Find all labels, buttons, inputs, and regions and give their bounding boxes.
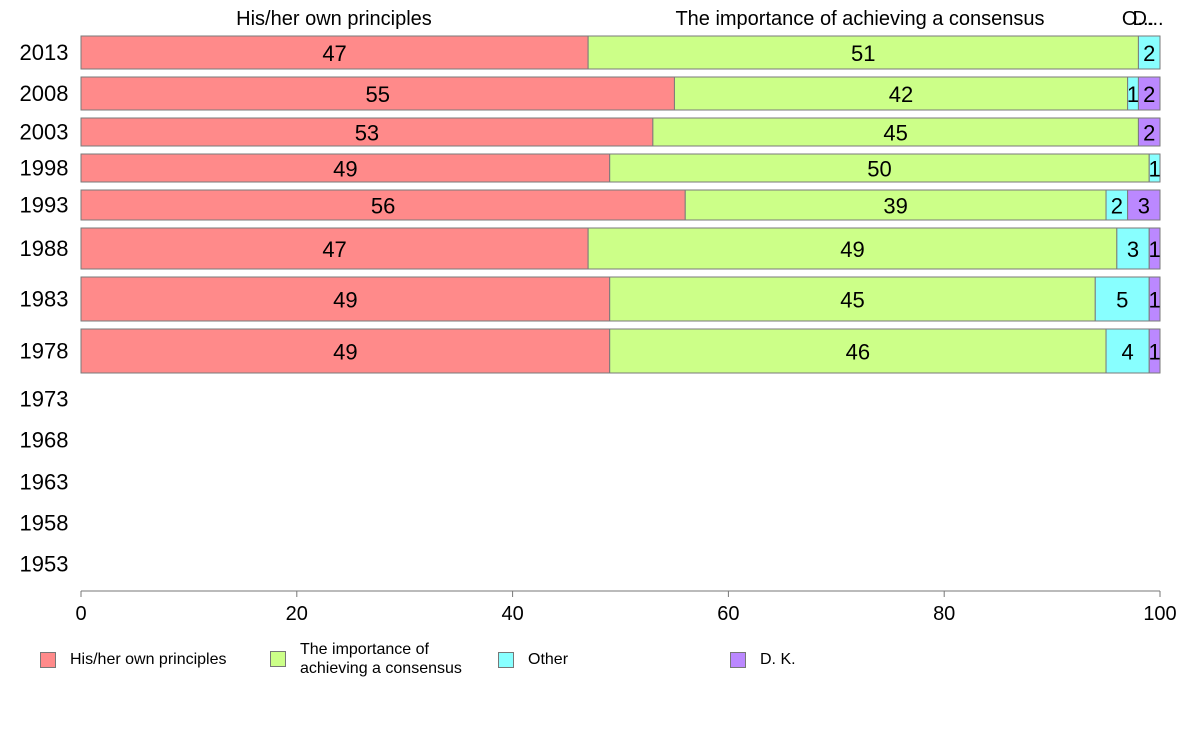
legend-swatch (498, 651, 514, 668)
bar-segment (1137, 117, 1161, 147)
legend-swatch (270, 651, 286, 667)
category-label: 1978 (20, 339, 69, 364)
bar-segment (80, 153, 611, 183)
bar-segment (80, 117, 654, 147)
data-label: 46 (846, 340, 870, 365)
bar-segment (1148, 153, 1161, 183)
bar-segment (1127, 189, 1161, 221)
data-label: 1 (1148, 340, 1160, 365)
legend-label: His/her own principles (70, 651, 227, 668)
data-label: 49 (333, 157, 357, 182)
category-label: 1973 (20, 387, 69, 412)
bar-segment (1137, 76, 1161, 111)
bar-segment (684, 189, 1107, 221)
bar-segment (1137, 35, 1161, 70)
category-label: 1953 (20, 552, 69, 577)
data-label: 2 (1143, 41, 1155, 66)
legend-item: The importance of achieving a consensus (270, 640, 462, 678)
data-label: 2 (1111, 194, 1123, 219)
data-label: 1 (1148, 237, 1160, 262)
x-tick-label: 0 (75, 603, 86, 620)
bar-segment (80, 76, 675, 111)
x-tick-label: 20 (286, 603, 308, 620)
x-tick-label: 100 (1143, 603, 1176, 620)
data-label: 50 (867, 157, 891, 182)
header-label: D... (1132, 8, 1163, 30)
legend-item: D. K. (730, 650, 796, 669)
data-label: 53 (355, 121, 379, 146)
bar-segment (609, 153, 1150, 183)
x-tick-label: 40 (501, 603, 523, 620)
bar-segment (1094, 276, 1150, 322)
bar-segment (1148, 328, 1161, 374)
data-label: 42 (889, 82, 913, 107)
data-label: 3 (1127, 237, 1139, 262)
data-label: 5 (1116, 288, 1128, 313)
data-label: 56 (371, 194, 395, 219)
bar-segment (609, 328, 1107, 374)
header-label: His/her own principles (236, 8, 432, 30)
data-label: 1 (1127, 82, 1139, 107)
category-label: 1983 (20, 287, 69, 312)
header-label: The importance of achieving a consensus (675, 8, 1044, 30)
data-label: 47 (322, 237, 346, 262)
category-label: 2013 (20, 40, 69, 65)
bar-segment (673, 76, 1129, 111)
category-label: 2003 (20, 120, 69, 145)
data-label: 39 (883, 194, 907, 219)
legend-item: Other (498, 650, 568, 669)
data-label: 1 (1148, 288, 1160, 313)
data-label: 55 (365, 82, 389, 107)
category-label: 2008 (20, 81, 69, 106)
data-label: 49 (333, 288, 357, 313)
bar-segment (1105, 328, 1150, 374)
data-label: 1 (1148, 157, 1160, 182)
bar-segment (1148, 227, 1161, 270)
legend-swatch (730, 651, 746, 668)
data-label: 49 (840, 237, 864, 262)
category-label: 1998 (20, 156, 69, 181)
stacked-bar-chart: His/her own principles The importance of … (20, 8, 1177, 620)
bar-segment (80, 276, 611, 322)
category-label: 1958 (20, 511, 69, 536)
data-label: 45 (840, 288, 864, 313)
bar-segment (1148, 276, 1161, 322)
data-label: 2 (1143, 121, 1155, 146)
category-label: 1988 (20, 236, 69, 261)
x-tick-label: 80 (933, 603, 955, 620)
bar-segment (587, 35, 1139, 70)
data-label: 3 (1138, 194, 1150, 219)
data-label: 2 (1143, 82, 1155, 107)
data-label: 4 (1122, 340, 1134, 365)
data-label: 45 (883, 121, 907, 146)
legend-label: The importance of achieving a consensus (300, 641, 462, 677)
legend-swatch (40, 651, 56, 668)
legend-label: D. K. (760, 651, 796, 668)
x-tick-label: 60 (717, 603, 739, 620)
bar-segment (80, 328, 611, 374)
data-label: 51 (851, 41, 875, 66)
bar-segment (652, 117, 1139, 147)
legend-label: Other (528, 651, 569, 668)
category-label: 1963 (20, 470, 69, 495)
data-label: 49 (333, 340, 357, 365)
data-label: 47 (322, 41, 346, 66)
header-label: O... (1122, 8, 1154, 30)
category-label: 1993 (20, 193, 69, 218)
category-label: 1968 (20, 428, 69, 453)
bar-segment (609, 276, 1096, 322)
legend-item: His/her own principles (40, 650, 227, 669)
legend: His/her own principles The importance of a… (40, 640, 1140, 690)
